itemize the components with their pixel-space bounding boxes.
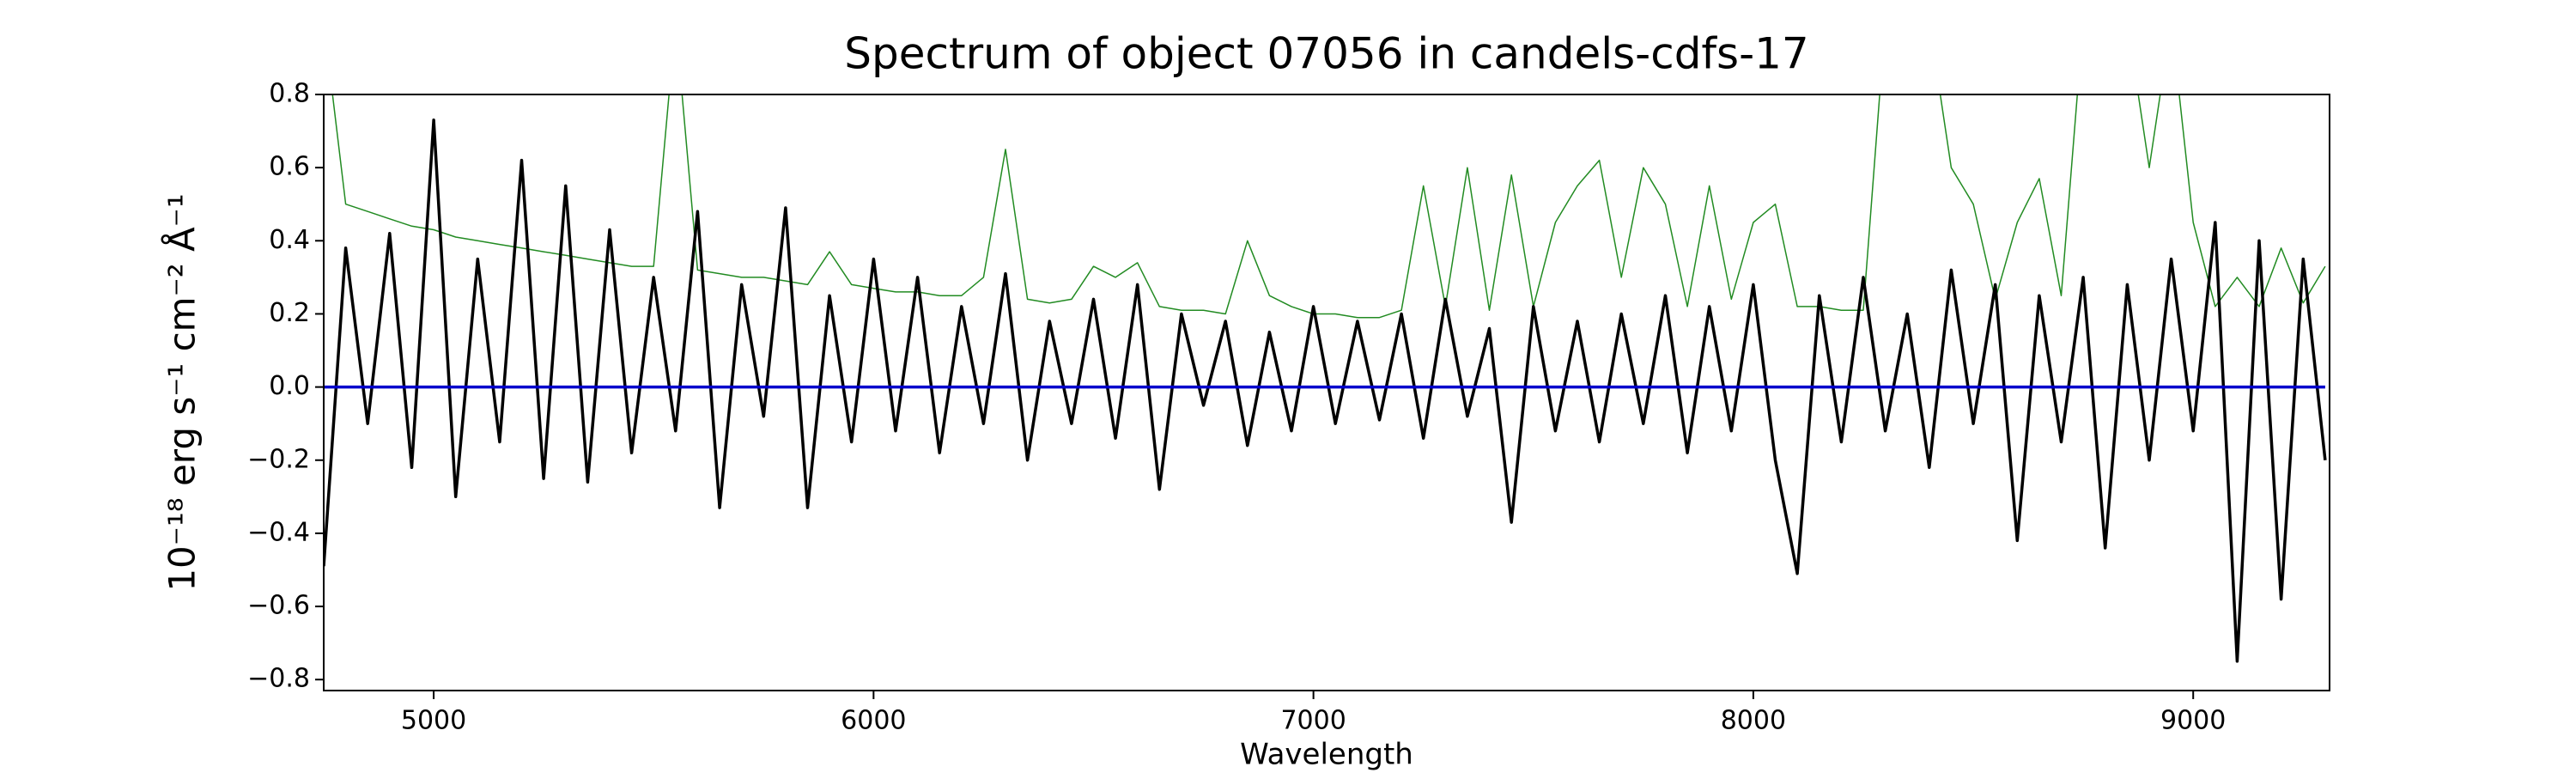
plot-frame: [323, 94, 2330, 691]
y-tick-label: −0.2: [247, 444, 310, 474]
spectrum-line: [331, 94, 2326, 319]
y-tick-label: −0.4: [247, 517, 310, 547]
plot-area: [324, 94, 2327, 663]
spectrum-line: [324, 119, 2327, 663]
y-tick-label: 0.4: [269, 225, 310, 255]
x-axis-label: Wavelength: [1240, 738, 1413, 772]
y-axis-label: 10⁻¹⁸ erg s⁻¹ cm⁻² Å⁻¹: [161, 193, 204, 591]
x-tick-label: 7000: [1280, 706, 1346, 736]
x-tick-label: 9000: [2160, 706, 2226, 736]
y-tick-label: 0.0: [269, 371, 310, 401]
y-tick-label: 0.8: [269, 79, 310, 109]
y-tick-label: 0.6: [269, 152, 310, 182]
y-tick-label: −0.6: [247, 591, 310, 621]
y-tick-label: 0.2: [269, 298, 310, 328]
x-tick-label: 5000: [401, 706, 466, 736]
x-tick-label: 6000: [841, 706, 906, 736]
x-tick-label: 8000: [1721, 706, 1786, 736]
y-tick-label: −0.8: [247, 664, 310, 694]
chart-title: Spectrum of object 07056 in candels-cdfs…: [844, 29, 1809, 79]
